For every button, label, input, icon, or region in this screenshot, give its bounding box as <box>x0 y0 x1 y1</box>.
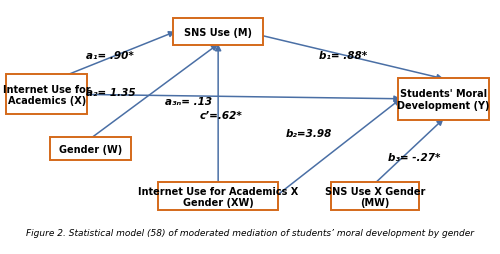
FancyBboxPatch shape <box>331 182 419 211</box>
Text: c’=.62*: c’=.62* <box>199 110 242 121</box>
FancyBboxPatch shape <box>398 78 489 120</box>
Text: a₃ₙ= .13: a₃ₙ= .13 <box>165 97 212 106</box>
Text: Internet Use for Academics X
Gender (XW): Internet Use for Academics X Gender (XW) <box>138 186 298 207</box>
Text: SNS Use (M): SNS Use (M) <box>184 27 252 37</box>
Text: SNS Use X Gender
(MW): SNS Use X Gender (MW) <box>325 186 425 207</box>
Text: Students' Moral
Development (Y): Students' Moral Development (Y) <box>398 89 490 110</box>
Text: b₃= -.27*: b₃= -.27* <box>388 153 440 163</box>
Text: b₁= .88*: b₁= .88* <box>319 51 367 61</box>
FancyBboxPatch shape <box>173 19 264 46</box>
Text: a₂= 1.35: a₂= 1.35 <box>86 88 135 98</box>
Text: b₂=3.98: b₂=3.98 <box>286 129 332 139</box>
FancyBboxPatch shape <box>158 182 278 211</box>
Text: Gender (W): Gender (W) <box>59 144 122 154</box>
Text: Figure 2. Statistical model (58) of moderated mediation of students’ moral devel: Figure 2. Statistical model (58) of mode… <box>26 228 474 237</box>
FancyBboxPatch shape <box>6 75 87 115</box>
FancyBboxPatch shape <box>50 138 131 160</box>
Text: Internet Use for
Academics (X): Internet Use for Academics (X) <box>3 84 90 106</box>
Text: a₁= .90*: a₁= .90* <box>86 51 134 61</box>
